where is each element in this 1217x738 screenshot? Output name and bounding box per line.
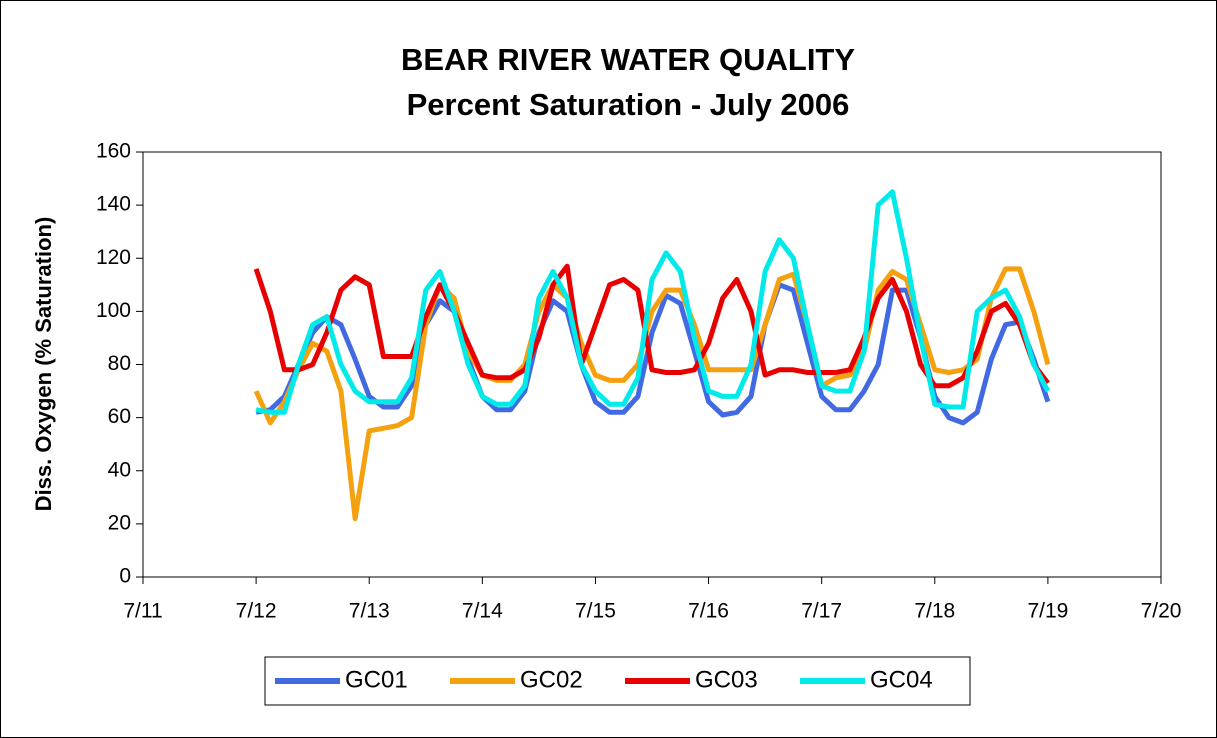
x-tick-label: 7/16 [688, 600, 729, 623]
legend-label: GC04 [870, 666, 933, 693]
y-axis-label: Diss. Oxygen (% Saturation) [31, 217, 56, 512]
y-tick-label: 0 [119, 565, 131, 588]
legend-label: GC03 [695, 666, 758, 693]
y-tick-label: 140 [96, 193, 131, 216]
y-tick-label: 20 [108, 511, 131, 534]
x-tick-label: 7/17 [801, 600, 842, 623]
legend-label: GC02 [520, 666, 583, 693]
x-tick-label: 7/13 [349, 600, 390, 623]
x-tick-label: 7/20 [1141, 600, 1182, 623]
x-tick-label: 7/18 [914, 600, 955, 623]
y-tick-label: 120 [96, 246, 131, 269]
y-tick-label: 80 [108, 352, 131, 375]
legend-label: GC01 [345, 666, 408, 693]
series-line [255, 189, 1051, 415]
series-line [253, 263, 1050, 389]
x-tick-label: 7/19 [1027, 600, 1068, 623]
chart-subtitle: Percent Saturation - July 2006 [407, 87, 850, 122]
x-tick-label: 7/14 [462, 600, 503, 623]
x-tick-label: 7/15 [575, 600, 616, 623]
x-tick-label: 7/12 [236, 600, 277, 623]
y-tick-label: 60 [108, 405, 131, 428]
y-tick-label: 100 [96, 299, 131, 322]
y-tick-label: 40 [108, 458, 131, 481]
x-tick-label: 7/11 [123, 600, 162, 623]
y-tick-label: 160 [96, 140, 131, 163]
chart-title: BEAR RIVER WATER QUALITY [401, 42, 855, 77]
